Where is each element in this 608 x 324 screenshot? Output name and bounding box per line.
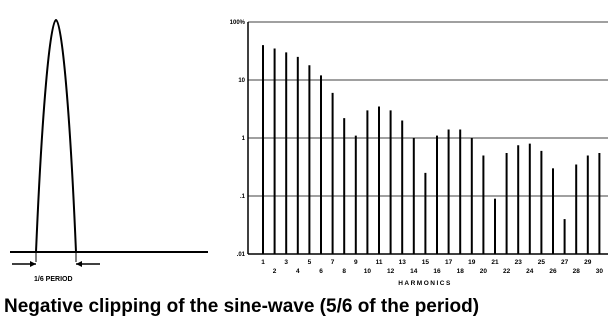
x-tick-label: 21	[491, 259, 499, 266]
harmonic-bars	[262, 45, 601, 254]
period-arrowhead-left	[30, 261, 36, 267]
x-tick-label: 25	[538, 259, 546, 266]
y-tick-label: .01	[237, 252, 246, 258]
x-tick-label: 4	[296, 268, 300, 275]
waveform-panel: 1/6 PERIOD	[10, 18, 208, 283]
x-tick-label: 14	[410, 268, 418, 275]
x-tick-label: 26	[549, 268, 557, 275]
x-tick-label: 5	[308, 259, 312, 266]
x-tick-label: 10	[364, 268, 372, 275]
x-tick-label: 2	[273, 268, 277, 275]
x-tick-label: 8	[342, 268, 346, 275]
x-tick-label: 30	[596, 268, 604, 275]
figure-caption: Negative clipping of the sine-wave (5/6 …	[4, 296, 480, 317]
x-tick-label: 28	[573, 268, 581, 275]
figure: 1/6 PERIOD 100%101.1.01 1 3 5 7 9 11 13 15 17 19 2…	[10, 18, 608, 287]
y-tick-label: 10	[238, 78, 245, 84]
harmonics-chart: 100%101.1.01 1 3 5 7 9 11 13 15 17 19 21 23 25 27 292 4…	[230, 20, 608, 287]
chart-grid	[248, 21, 608, 197]
waveform-pulse	[35, 18, 77, 253]
x-axis-title: HARMONICS	[398, 280, 452, 287]
x-tick-label: 18	[457, 268, 465, 275]
x-tick-label: 15	[422, 259, 430, 266]
x-tick-label: 17	[445, 259, 453, 266]
x-tick-labels: 1 3 5 7 9 11 13 15 17 19 21 23 25 27 292 4 6 8 10 12 14 16 18 2…	[261, 259, 603, 275]
x-tick-label: 9	[354, 259, 358, 266]
x-tick-label: 27	[561, 259, 569, 266]
x-tick-label: 12	[387, 268, 395, 275]
x-tick-label: 3	[284, 259, 288, 266]
x-tick-label: 6	[319, 268, 323, 275]
x-tick-label: 29	[584, 259, 592, 266]
x-tick-label: 20	[480, 268, 488, 275]
period-label: 1/6 PERIOD	[34, 276, 73, 283]
y-tick-label: 1	[242, 136, 246, 142]
y-tick-labels: 100% 10 1 .1 .01	[230, 20, 246, 258]
y-tick-label: .1	[240, 194, 246, 200]
x-tick-label: 24	[526, 268, 534, 275]
x-tick-label: 19	[468, 259, 476, 266]
x-tick-label: 13	[399, 259, 407, 266]
x-tick-label: 11	[376, 259, 383, 266]
x-tick-label: 1	[261, 259, 265, 266]
x-tick-label: 23	[515, 259, 523, 266]
y-tick-label: 100%	[230, 20, 246, 26]
period-arrowhead-right	[76, 261, 82, 267]
x-tick-label: 7	[331, 259, 335, 266]
x-tick-label: 16	[433, 268, 441, 275]
x-tick-label: 22	[503, 268, 511, 275]
